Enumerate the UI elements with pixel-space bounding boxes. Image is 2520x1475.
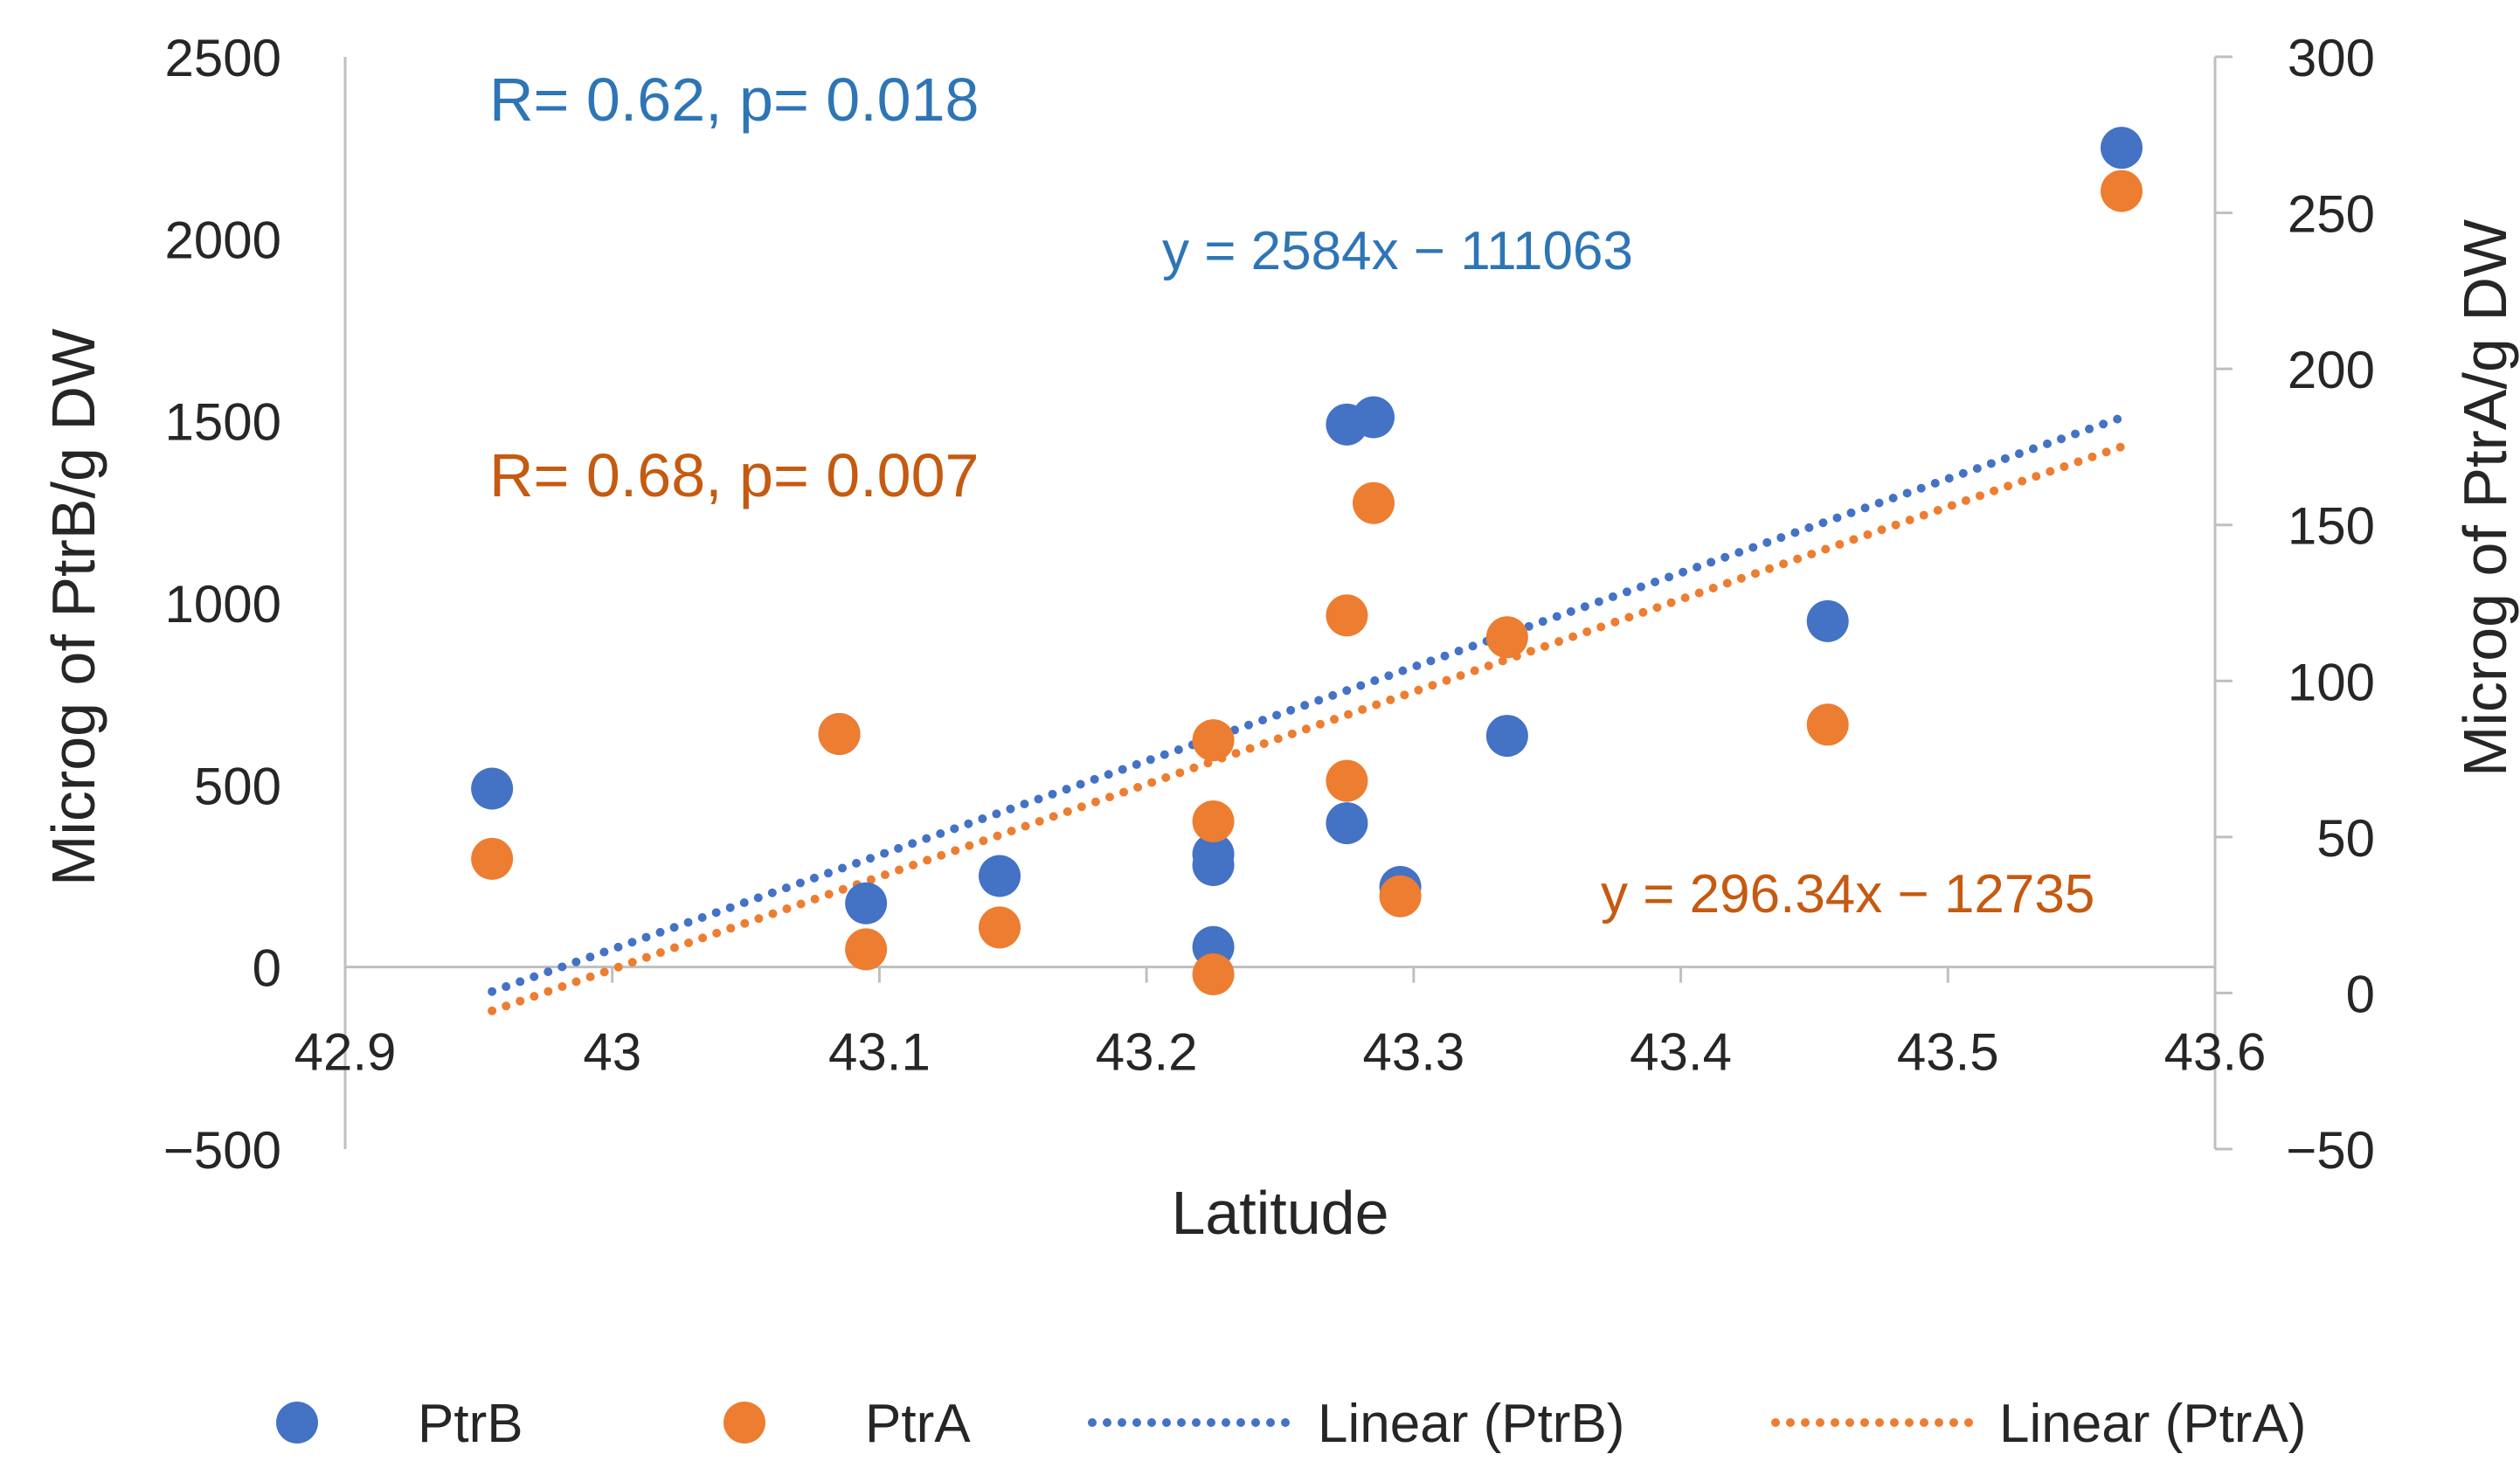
data-point-ptrb <box>2101 127 2143 170</box>
data-point-ptra <box>471 837 514 880</box>
data-point-ptra <box>1485 616 1528 659</box>
data-point-ptra <box>1806 703 1849 746</box>
y-right-tick-label: 250 <box>2288 185 2375 244</box>
y-left-tick-label: 2000 <box>165 211 281 269</box>
y-right-tick-label: 0 <box>2346 965 2375 1023</box>
data-point-ptra <box>1353 481 1395 524</box>
y-left-tick-label: 0 <box>253 939 281 998</box>
y-right-tick-label: 300 <box>2288 29 2375 87</box>
trendline-layer <box>488 412 2126 1015</box>
legend: PtrB PtrA Linear (PtrB) Linear (PtrA) <box>276 1394 2306 1454</box>
data-point-ptrb <box>1485 715 1528 758</box>
y-right-tick-label: 100 <box>2288 653 2375 711</box>
y-right-tick-label: 150 <box>2288 497 2375 556</box>
trendline-ptrb <box>488 412 2126 996</box>
ptrb-stats-annotation: R= 0.62, p= 0.018 <box>489 66 979 134</box>
data-point-ptra <box>979 906 1021 949</box>
y-left-tick-label: −500 <box>163 1121 281 1180</box>
trendline-ptra <box>488 442 2126 1015</box>
legend-linear-ptra-label: Linear (PtrA) <box>1999 1394 2306 1454</box>
data-point-layer <box>471 127 2143 995</box>
data-point-ptra <box>1192 719 1235 762</box>
data-point-ptra <box>2101 170 2143 212</box>
x-tick-label: 42.9 <box>294 1023 397 1082</box>
legend-ptra-marker <box>723 1402 765 1444</box>
data-point-ptra <box>1326 594 1368 637</box>
x-axis-title: Latitude <box>1171 1179 1388 1247</box>
data-point-ptra <box>845 928 888 971</box>
legend-ptrb-marker <box>276 1402 318 1444</box>
y-right-tick-label: −50 <box>2286 1121 2375 1180</box>
y-left-tick-label: 2500 <box>165 29 281 87</box>
y-right-axis-title: Microg of PtrA/g DW <box>2451 219 2519 777</box>
x-tick-label: 43 <box>583 1023 641 1082</box>
x-tick-label: 43.1 <box>828 1023 931 1082</box>
data-point-ptrb <box>979 855 1021 897</box>
data-point-ptra <box>1379 875 1422 918</box>
data-point-ptra <box>818 713 861 755</box>
data-point-ptrb <box>845 882 888 924</box>
x-tick-label: 43.6 <box>2164 1023 2267 1082</box>
y-left-tick-label: 1500 <box>165 393 281 452</box>
x-tick-label: 43.4 <box>1630 1023 1732 1082</box>
y-right-tick-label: 200 <box>2288 341 2375 399</box>
data-point-ptra <box>1192 953 1235 995</box>
data-point-ptrb <box>1806 599 1849 642</box>
data-point-ptrb <box>1192 833 1235 876</box>
ptra-stats-annotation: R= 0.68, p= 0.007 <box>489 441 979 509</box>
data-point-ptra <box>1326 759 1368 802</box>
axes-layer <box>343 55 2233 1151</box>
y-right-tick-label: 50 <box>2316 809 2375 868</box>
data-point-ptrb <box>471 767 514 810</box>
x-tick-label: 43.2 <box>1096 1023 1198 1082</box>
data-point-ptra <box>1192 800 1235 842</box>
data-point-ptrb <box>1353 396 1395 439</box>
y-left-axis-title: Microg of PtrB/g DW <box>39 329 107 886</box>
legend-linear-ptrb-label: Linear (PtrB) <box>1318 1394 1624 1454</box>
y-left-tick-label: 500 <box>194 757 281 815</box>
y-left-tick-label: 1000 <box>165 575 281 634</box>
ptra-equation-label: y = 296.34x − 12735 <box>1601 864 2094 924</box>
ptrb-equation-label: y = 2584x − 111063 <box>1162 221 1633 281</box>
data-point-ptrb <box>1326 802 1368 845</box>
x-tick-label: 43.3 <box>1362 1023 1464 1082</box>
x-tick-label: 43.5 <box>1897 1023 1999 1082</box>
legend-ptrb-label: PtrB <box>418 1394 523 1454</box>
tick-label-layer: 42.9 43 43.1 43.2 43.3 43.4 43.5 43.62500200015… <box>163 29 2375 1180</box>
legend-ptra-label: PtrA <box>865 1394 971 1454</box>
